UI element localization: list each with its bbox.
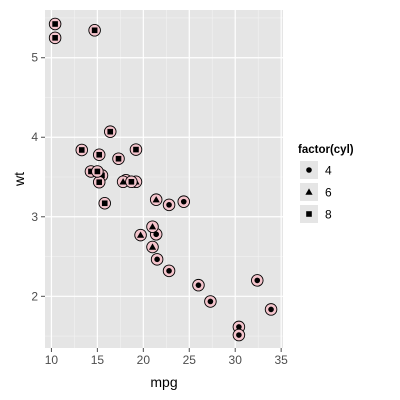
plot-panel: [45, 10, 283, 348]
point-glyph-square: [91, 27, 98, 34]
data-point-square: [92, 148, 106, 161]
legend-entry-8: 8: [300, 205, 332, 223]
x-tick-label: 10: [45, 353, 59, 367]
data-point-circle: [162, 198, 176, 212]
data-point-triangle: [146, 240, 159, 254]
point-glyph-circle: [153, 231, 159, 238]
point-glyph-circle: [236, 324, 242, 330]
point-glyph-circle: [166, 268, 172, 274]
point-glyph-square: [78, 147, 85, 153]
data-point-circle: [232, 328, 246, 342]
legend-label: 8: [325, 208, 332, 222]
data-point-square: [103, 125, 117, 138]
x-tick-label: 35: [274, 353, 288, 367]
point-glyph-square: [96, 179, 103, 185]
grid-major: [45, 10, 283, 348]
point-glyph-triangle: [148, 243, 157, 250]
point-glyph-circle: [207, 298, 214, 305]
legend-title: factor(cyl): [298, 144, 354, 156]
point-glyph-square: [96, 151, 103, 158]
point-glyph-circle: [236, 332, 242, 338]
x-tick-label: 30: [229, 353, 243, 367]
legend: factor(cyl) 4 6 8: [298, 144, 354, 223]
data-point-circle: [264, 303, 278, 316]
data-point-circle: [162, 264, 176, 278]
point-glyph-triangle: [136, 231, 145, 238]
data-point-circle: [204, 295, 217, 308]
data-point-square: [75, 143, 89, 157]
legend-entry-4: 4: [300, 161, 332, 179]
data-point-square: [91, 165, 104, 178]
point-glyph-square: [94, 168, 101, 175]
point-glyph-triangle: [148, 223, 157, 230]
data-point-triangle: [149, 193, 163, 206]
x-tick-label: 25: [183, 353, 197, 367]
y-axis-ticks: 2 3 4 5: [31, 51, 45, 303]
point-glyph-square: [115, 155, 122, 162]
data-point-square: [92, 175, 106, 189]
data-point-square: [48, 17, 62, 31]
y-tick-label: 4: [31, 130, 38, 144]
legend-key-square: [306, 211, 312, 217]
point-glyph-circle: [166, 202, 172, 208]
point-glyph-square: [133, 146, 139, 153]
point-glyph-circle: [254, 277, 261, 284]
point-glyph-square: [52, 35, 58, 41]
data-point-square: [129, 143, 143, 156]
legend-key-triangle: [305, 188, 313, 195]
y-tick-label: 5: [31, 51, 38, 65]
grid-minor: [45, 10, 283, 348]
y-tick-label: 2: [31, 289, 38, 303]
point-glyph-triangle: [119, 178, 127, 185]
legend-label: 4: [325, 164, 332, 178]
point-glyph-square: [52, 21, 58, 27]
legend-label: 6: [325, 186, 332, 200]
point-glyph-square: [88, 168, 94, 175]
x-axis-ticks: 10 15 20 25 30 35: [45, 348, 288, 367]
data-point-square: [98, 197, 111, 210]
legend-entry-6: 6: [300, 183, 332, 201]
data-points: [48, 17, 278, 342]
point-glyph-square: [128, 178, 135, 185]
point-glyph-circle: [195, 282, 202, 288]
y-tick-label: 3: [31, 210, 38, 224]
point-glyph-triangle: [152, 196, 160, 203]
data-point-triangle: [134, 228, 147, 242]
point-glyph-circle: [180, 198, 187, 205]
y-axis-title: wt: [11, 172, 27, 187]
x-axis-title: mpg: [150, 374, 177, 390]
data-point-circle: [150, 253, 164, 266]
point-glyph-circle: [268, 306, 274, 313]
point-glyph-square: [107, 128, 114, 135]
data-point-circle: [251, 274, 264, 287]
data-point-square: [48, 31, 62, 45]
data-point-triangle: [146, 220, 159, 233]
x-tick-label: 20: [137, 353, 151, 367]
x-tick-label: 15: [91, 353, 105, 367]
data-point-square: [125, 175, 138, 189]
point-glyph-square: [101, 200, 108, 207]
data-point-circle: [177, 195, 191, 208]
point-glyph-circle: [154, 256, 160, 263]
data-point-square: [112, 152, 125, 165]
legend-key-circle: [306, 167, 312, 173]
data-point-square: [88, 24, 101, 37]
data-point-circle: [192, 278, 205, 292]
